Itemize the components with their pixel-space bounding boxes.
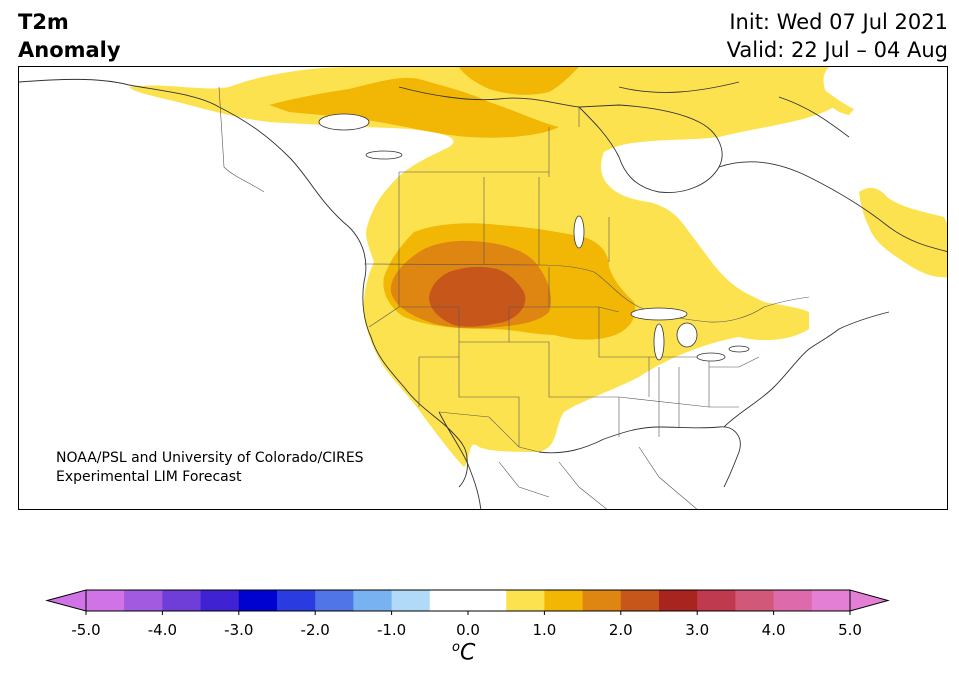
colorbar-segment (124, 590, 163, 611)
init-date: Init: Wed 07 Jul 2021 (729, 10, 948, 34)
colorbar-segment (773, 590, 813, 611)
anomaly-area-level2-arctic (459, 67, 579, 95)
title-line-anomaly: Anomaly (18, 38, 121, 62)
colorbar-segment (391, 590, 431, 611)
colorbar-svg: -5.0 -4.0 -3.0 -2.0 -1.0 0.0 1.0 2.0 3.0 4.0 5.0 (45, 589, 890, 639)
coastline-hudson (577, 104, 723, 193)
alaska-border (218, 86, 265, 193)
colorbar-segment (468, 590, 507, 611)
coastline-labrador (718, 161, 947, 252)
colorbar-tick-label: -1.0 (377, 621, 406, 639)
colorbar-segment (86, 590, 125, 611)
colorbar-segment (544, 590, 584, 611)
colorbar-tick-label: 1.0 (532, 621, 556, 639)
colorbar-segment (697, 590, 736, 611)
coastlines (19, 78, 947, 509)
coastline-pacific (19, 78, 468, 488)
colorbar-tick-label: -2.0 (301, 621, 330, 639)
anomaly-area-level1-arctic (819, 87, 854, 115)
colorbar-extend-high (849, 589, 890, 612)
colorbar-tick-label: -3.0 (224, 621, 253, 639)
us-mexico-border (438, 411, 540, 453)
colorbar-segment (277, 590, 316, 611)
colorbar-tick-label: 2.0 (609, 621, 633, 639)
colorbar-segment (238, 590, 278, 611)
colorbar-segment (162, 590, 202, 611)
coastline-gulf (538, 426, 741, 488)
colorbar-tick-label: -5.0 (71, 621, 100, 639)
colorbar-segment (506, 590, 545, 611)
colorbar-segment (735, 590, 775, 611)
colorbar-segment (620, 590, 660, 611)
colorbar-segment (582, 590, 622, 611)
lake-michigan (653, 323, 665, 361)
lake-huron (676, 322, 698, 348)
map-svg (19, 67, 947, 509)
credit-line-2: Experimental LIM Forecast (56, 469, 242, 485)
mexico-states (498, 446, 698, 509)
province-borders (398, 107, 610, 265)
unit-letter: C (459, 640, 476, 666)
anomaly-area-level2-north (269, 77, 559, 138)
great-lakes (318, 113, 750, 362)
coastline-arctic-islands (398, 81, 850, 138)
forecast-dates: Init: Wed 07 Jul 2021 Valid: 22 Jul – 04… (727, 8, 948, 64)
anomaly-area-level1-labrador (859, 187, 947, 278)
degree-symbol: o (452, 640, 460, 655)
plot-title: T2m Anomaly (18, 8, 121, 64)
colorbar-segment (811, 590, 851, 611)
colorbar-segment (353, 590, 393, 611)
colorbar-tick-label: 3.0 (685, 621, 709, 639)
colorbar-tick-label: 0.0 (456, 621, 480, 639)
colorbar-unit-label: oC (452, 640, 475, 665)
colorbar: -5.0 -4.0 -3.0 -2.0 -1.0 0.0 1.0 2.0 3.0 4.0 5.0 (0, 580, 959, 680)
great-bear-lake (318, 113, 370, 131)
title-line-variable: T2m (18, 10, 69, 34)
credit-line-1: NOAA/PSL and University of Colorado/CIRE… (56, 450, 364, 466)
colorbar-tick-label: -4.0 (148, 621, 177, 639)
colorbar-segment (315, 590, 354, 611)
coastline-atlantic (723, 311, 890, 428)
anomaly-area-level4 (429, 266, 526, 327)
colorbar-segment (659, 590, 698, 611)
colorbar-segment (200, 590, 240, 611)
colorbar-extend-low (45, 589, 87, 612)
lake-erie (696, 352, 726, 362)
forecast-credit: NOAA/PSL and University of Colorado/CIRE… (56, 449, 364, 487)
state-borders (368, 264, 760, 447)
coastline-baja (438, 411, 482, 509)
political-borders (218, 86, 810, 509)
colorbar-segment (429, 590, 469, 611)
valid-period: Valid: 22 Jul – 04 Aug (726, 38, 948, 62)
lake-winnipeg (573, 215, 585, 249)
lake-ontario (728, 345, 750, 353)
colorbar-tick-label: 5.0 (838, 621, 862, 639)
great-slave-lake (365, 150, 403, 160)
anomaly-map: NOAA/PSL and University of Colorado/CIRE… (18, 66, 948, 510)
colorbar-tick-label: 4.0 (762, 621, 786, 639)
lake-superior (630, 307, 688, 321)
